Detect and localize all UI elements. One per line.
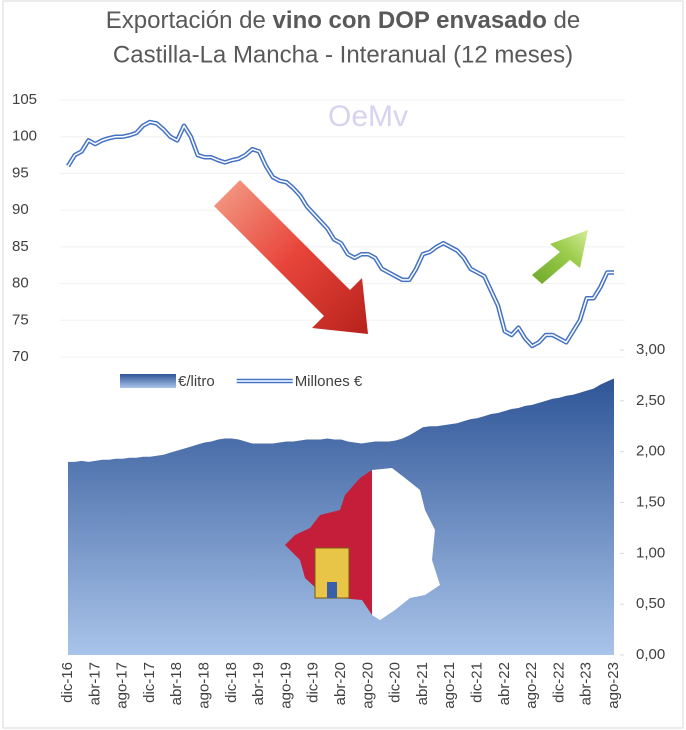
x-tick-label: abr-20 [332,662,349,705]
x-tick-label: ago-19 [277,662,294,709]
x-tick-label: dic-22 [550,662,567,703]
x-tick-label: dic-17 [141,662,158,703]
y-tick-label: 80 [12,275,29,292]
chart-title: Castilla-La Mancha - Interanual (12 mese… [113,41,573,68]
x-tick-label: abr-23 [578,662,595,705]
y2-tick-label: 0,00 [636,646,665,663]
x-tick-label: abr-18 [168,662,185,705]
x-tick-label: ago-22 [523,662,540,709]
x-tick-label: ago-21 [441,662,458,709]
map-white [372,468,440,620]
y-tick-label: 90 [12,201,29,218]
x-tick-label: ago-20 [359,662,376,709]
up-arrow [532,230,588,284]
map-red [285,470,372,615]
x-tick-label: dic-18 [223,662,240,703]
y-tick-label: 105 [12,91,37,108]
y-tick-label: 70 [12,348,29,365]
y-tick-label: 75 [12,311,29,328]
y2-tick-label: 2,00 [636,443,665,460]
x-tick-label: ago-18 [195,662,212,709]
x-tick-label: dic-16 [59,662,76,703]
y-tick-label: 95 [12,164,29,181]
x-tick-label: dic-21 [468,662,485,703]
y2-tick-label: 0,50 [636,595,665,612]
line-inner [67,121,614,347]
x-tick-label: abr-19 [250,662,267,705]
title-part: de [547,7,580,34]
map-castle-door [327,582,337,598]
y-tick-label: 85 [12,238,29,255]
y2-tick-label: 3,00 [636,341,665,358]
decoration [214,180,588,620]
x-tick-label: dic-19 [305,662,322,703]
title-part: vino con DOP envasado [273,7,547,34]
x-tick-label: ago-17 [114,662,131,709]
x-tick-label: abr-21 [414,662,431,705]
legend-label: Millones € [295,373,363,390]
y2-tick-label: 1,00 [636,544,665,561]
x-tick-label: abr-22 [496,662,513,705]
y-tick-label: 100 [12,128,37,145]
x-tick-label: dic-20 [387,662,404,703]
down-arrow [214,180,368,334]
chart-title: Exportación de vino con DOP envasado de [106,7,580,34]
legend-swatch [120,374,176,388]
y2-tick-label: 1,50 [636,493,665,510]
legend-label: €/litro [178,373,215,390]
y2-tick-label: 2,50 [636,392,665,409]
watermark: OeMv [328,100,408,133]
x-tick-label: ago-23 [605,662,622,709]
title-part: Exportación de [106,7,273,34]
x-tick-label: abr-17 [86,662,103,705]
